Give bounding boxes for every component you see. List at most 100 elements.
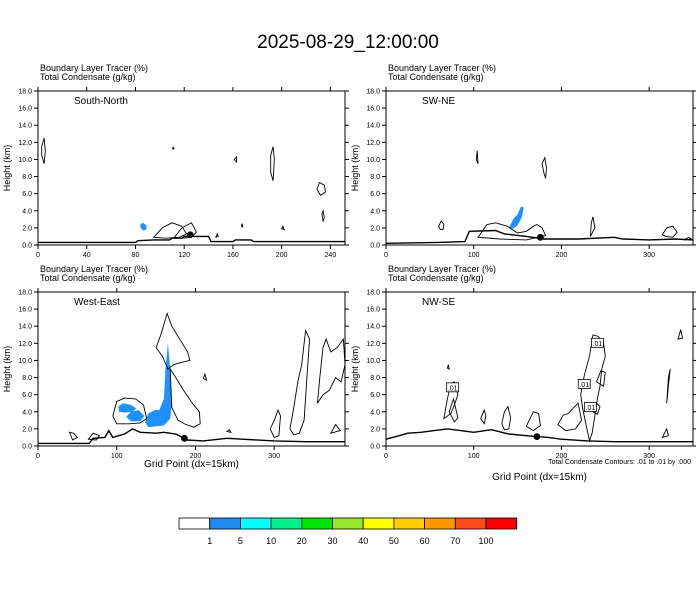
south-north-contour-8 <box>215 232 219 239</box>
nw-se-plot-frame <box>385 291 694 447</box>
panel-sw-ne: Boundary Layer Tracer (%)Total Condensat… <box>350 63 696 259</box>
panel-south-north: Boundary Layer Tracer (%)Total Condensat… <box>2 63 349 259</box>
sw-ne-variable-line-1: Boundary Layer Tracer (%) <box>388 63 496 73</box>
nw-se-contour-5 <box>557 402 583 432</box>
west-east-y-tick-label-2: 4.0 <box>22 409 32 416</box>
sw-ne-y-tick-label-2: 4.0 <box>370 208 380 215</box>
nw-se-y-axis-label: Height (km) <box>350 346 360 393</box>
west-east-tracer-area-2 <box>145 343 172 428</box>
colorbar-label-0: 1 <box>207 536 212 546</box>
panel-nw-se: Boundary Layer Tracer (%)Total Condensat… <box>350 264 696 483</box>
nw-se-y-tick-label-1: 2.0 <box>370 426 380 433</box>
west-east-tracer-area-1 <box>126 410 145 422</box>
nw-se-y-tick-label-4: 8.0 <box>370 375 380 382</box>
sw-ne-variable-line-2: Total Condensate (g/kg) <box>388 72 484 82</box>
south-north-y-tick-label-6: 12.0 <box>18 140 32 147</box>
west-east-y-tick-label-5: 10.0 <box>18 358 32 365</box>
west-east-y-tick-label-9: 18.0 <box>18 290 32 297</box>
colorbar-swatch-0 <box>178 517 211 530</box>
nw-se-contour-label-0: .01 <box>448 385 458 392</box>
sw-ne-contour-3 <box>589 216 596 237</box>
south-north-contour-5 <box>321 209 325 223</box>
nw-se-contour-2 <box>480 408 487 425</box>
west-east-x-tick-label-1: 100 <box>111 453 123 460</box>
nw-se-x-tick-label-2: 200 <box>556 453 568 460</box>
south-north-y-tick-label-1: 2.0 <box>22 225 32 232</box>
sw-ne-contour-6 <box>475 150 479 164</box>
south-north-y-tick-label-7: 14.0 <box>18 123 32 130</box>
sw-ne-marker-0 <box>536 233 544 241</box>
nw-se-contour-label-box-0 <box>446 382 460 393</box>
west-east-marker-0 <box>181 434 188 442</box>
south-north-y-tick-label-3: 6.0 <box>22 191 32 198</box>
colorbar-label-8: 70 <box>450 536 460 546</box>
south-north-marker-0 <box>186 231 194 239</box>
west-east-contour-8 <box>289 328 311 436</box>
west-east-y-tick-label-6: 12.0 <box>18 341 32 348</box>
south-north-marker-1 <box>172 147 175 150</box>
colorbar-label-7: 60 <box>420 536 430 546</box>
nw-se-marker-0 <box>533 433 541 440</box>
west-east-contour-9 <box>316 337 346 404</box>
sw-ne-y-tick-label-7: 14.0 <box>366 123 380 130</box>
south-north-terrain-line <box>38 235 345 244</box>
west-east-plot-frame <box>37 291 346 447</box>
colorbar-swatch-1 <box>209 517 241 530</box>
nw-se-contour-11 <box>446 364 450 370</box>
nw-se-y-tick-label-5: 10.0 <box>366 358 380 365</box>
south-north-contour-0 <box>41 137 46 164</box>
colorbar-label-4: 30 <box>327 536 337 546</box>
nw-se-x-axis-label: Grid Point (dx=15km) <box>492 472 587 483</box>
west-east-cross-section-label: West-East <box>74 297 120 308</box>
west-east-x-axis-label: Grid Point (dx=15km) <box>144 459 239 470</box>
nw-se-contour-3 <box>501 405 512 431</box>
colorbar-label-6: 50 <box>389 536 399 546</box>
west-east-y-tick-label-7: 14.0 <box>18 324 32 331</box>
nw-se-contour-10 <box>661 427 669 439</box>
colorbar: 1 5 10 20 30 40 50 60 70 100 <box>178 517 518 546</box>
west-east-contour-5 <box>225 429 232 433</box>
nw-se-contour-12 <box>677 329 684 340</box>
nw-se-contour-label-box-2 <box>577 378 591 389</box>
west-east-terrain-line <box>38 428 345 445</box>
colorbar-swatch-5 <box>332 517 364 530</box>
nw-se-contour-7 <box>595 370 606 387</box>
panel-west-east: Boundary Layer Tracer (%)Total Condensat… <box>2 264 349 470</box>
colorbar-swatch-4 <box>301 517 333 530</box>
south-north-variable-line-1: Boundary Layer Tracer (%) <box>40 63 148 73</box>
west-east-y-tick-label-0: 0.0 <box>22 444 32 451</box>
west-east-y-tick-label-8: 16.0 <box>18 307 32 314</box>
south-north-x-tick-label-0: 0 <box>36 252 40 259</box>
colorbar-swatch-10 <box>485 517 518 530</box>
west-east-y-tick-label-4: 8.0 <box>22 375 32 382</box>
south-north-y-tick-label-4: 8.0 <box>22 174 32 181</box>
sw-ne-y-tick-label-3: 6.0 <box>370 191 380 198</box>
colorbar-label-9: 100 <box>478 536 493 546</box>
south-north-x-tick-label-2: 80 <box>132 252 140 259</box>
west-east-tracer-area-0 <box>118 403 137 413</box>
south-north-y-tick-label-2: 4.0 <box>22 208 32 215</box>
south-north-x-tick-label-3: 120 <box>178 252 190 259</box>
nw-se-x-tick-label-0: 0 <box>384 453 388 460</box>
nw-se-contour-label-1: .01 <box>593 341 603 348</box>
figure-title: 2025-08-29_12:00:00 <box>257 32 439 53</box>
south-north-y-tick-label-8: 16.0 <box>18 106 32 113</box>
nw-se-contour-1 <box>448 397 459 423</box>
south-north-contour-4 <box>316 181 326 197</box>
sw-ne-contour-1 <box>477 222 547 241</box>
west-east-x-tick-label-0: 0 <box>36 453 40 460</box>
sw-ne-contour-0 <box>438 220 445 231</box>
west-east-variable-line-2: Total Condensate (g/kg) <box>40 273 136 283</box>
south-north-y-tick-label-0: 0.0 <box>22 243 32 250</box>
south-north-y-tick-label-9: 18.0 <box>18 89 32 96</box>
sw-ne-y-tick-label-0: 0.0 <box>370 243 380 250</box>
nw-se-y-tick-label-2: 4.0 <box>370 409 380 416</box>
west-east-y-tick-label-3: 6.0 <box>22 392 32 399</box>
south-north-x-tick-label-4: 160 <box>227 252 239 259</box>
sw-ne-y-tick-label-4: 8.0 <box>370 174 380 181</box>
nw-se-y-tick-label-8: 16.0 <box>366 307 380 314</box>
nw-se-cross-section-label: NW-SE <box>422 297 455 308</box>
south-north-x-tick-label-1: 40 <box>83 252 91 259</box>
sw-ne-x-tick-label-0: 0 <box>384 252 388 259</box>
